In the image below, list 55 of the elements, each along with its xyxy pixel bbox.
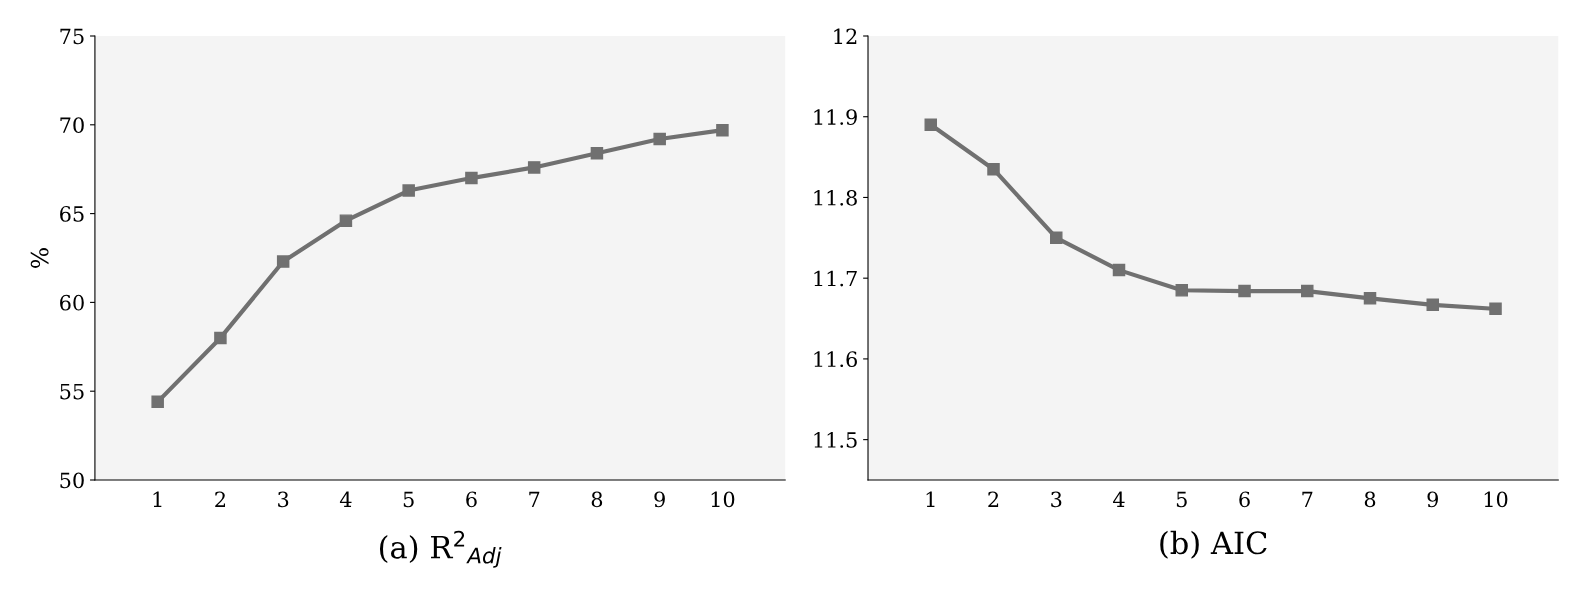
y-tick-label: 12 bbox=[834, 28, 857, 44]
x-tick-label: 4 bbox=[1113, 491, 1125, 507]
y-tick-label: 11.7 bbox=[814, 270, 857, 287]
point bbox=[1301, 284, 1314, 298]
point bbox=[527, 161, 541, 174]
point bbox=[1050, 231, 1063, 245]
point bbox=[465, 171, 478, 185]
x-tick-label: 3 bbox=[278, 491, 289, 508]
x-tick-label: 8 bbox=[591, 491, 603, 508]
x-tick-label: 6 bbox=[466, 491, 477, 508]
x-tick-label: 7 bbox=[529, 491, 540, 507]
x-axis-title: (a) R$^{2}$$_{Adj}$ bbox=[379, 530, 502, 568]
point bbox=[1489, 302, 1502, 316]
y-tick-label: 11.9 bbox=[814, 109, 857, 125]
x-tick-label: 9 bbox=[1427, 491, 1438, 508]
x-tick-label: 9 bbox=[654, 491, 665, 508]
point bbox=[590, 146, 604, 160]
x-tick-label: 8 bbox=[1364, 491, 1376, 508]
point bbox=[1363, 292, 1377, 305]
point bbox=[339, 214, 353, 227]
point bbox=[716, 123, 729, 137]
point bbox=[1175, 284, 1189, 297]
y-tick-label: 75 bbox=[60, 28, 84, 45]
x-tick-label: 5 bbox=[1176, 491, 1187, 508]
point bbox=[151, 395, 164, 409]
point bbox=[402, 184, 415, 197]
y-tick-label: 11.6 bbox=[814, 351, 857, 368]
point bbox=[1112, 263, 1126, 277]
x-tick-label: 2 bbox=[215, 491, 226, 507]
x-tick-label: 4 bbox=[339, 491, 352, 507]
x-tick-label: 6 bbox=[1239, 491, 1250, 508]
point bbox=[276, 255, 290, 268]
x-axis-title: (b) AIC bbox=[1160, 530, 1267, 559]
y-axis-title: % bbox=[30, 248, 49, 268]
y-tick-label: 50 bbox=[60, 472, 84, 489]
x-tick-label: 3 bbox=[1051, 491, 1062, 508]
x-tick-label: 5 bbox=[403, 491, 414, 508]
x-tick-label: 10 bbox=[711, 491, 735, 508]
x-tick-label: 10 bbox=[1484, 491, 1508, 508]
point bbox=[924, 118, 938, 132]
point bbox=[214, 331, 227, 345]
point bbox=[653, 132, 666, 146]
point bbox=[987, 162, 1000, 176]
x-tick-label: 1 bbox=[926, 491, 935, 507]
x-tick-label: 1 bbox=[153, 491, 162, 507]
y-tick-label: 70 bbox=[60, 117, 84, 134]
y-tick-label: 11.8 bbox=[814, 189, 857, 206]
y-tick-label: 55 bbox=[60, 383, 84, 400]
y-tick-label: 65 bbox=[60, 206, 84, 222]
x-tick-label: 7 bbox=[1302, 491, 1313, 507]
point bbox=[1238, 284, 1251, 298]
y-tick-label: 11.5 bbox=[814, 432, 857, 448]
x-tick-label: 2 bbox=[988, 491, 999, 507]
y-tick-label: 60 bbox=[60, 294, 84, 311]
point bbox=[1426, 298, 1440, 312]
